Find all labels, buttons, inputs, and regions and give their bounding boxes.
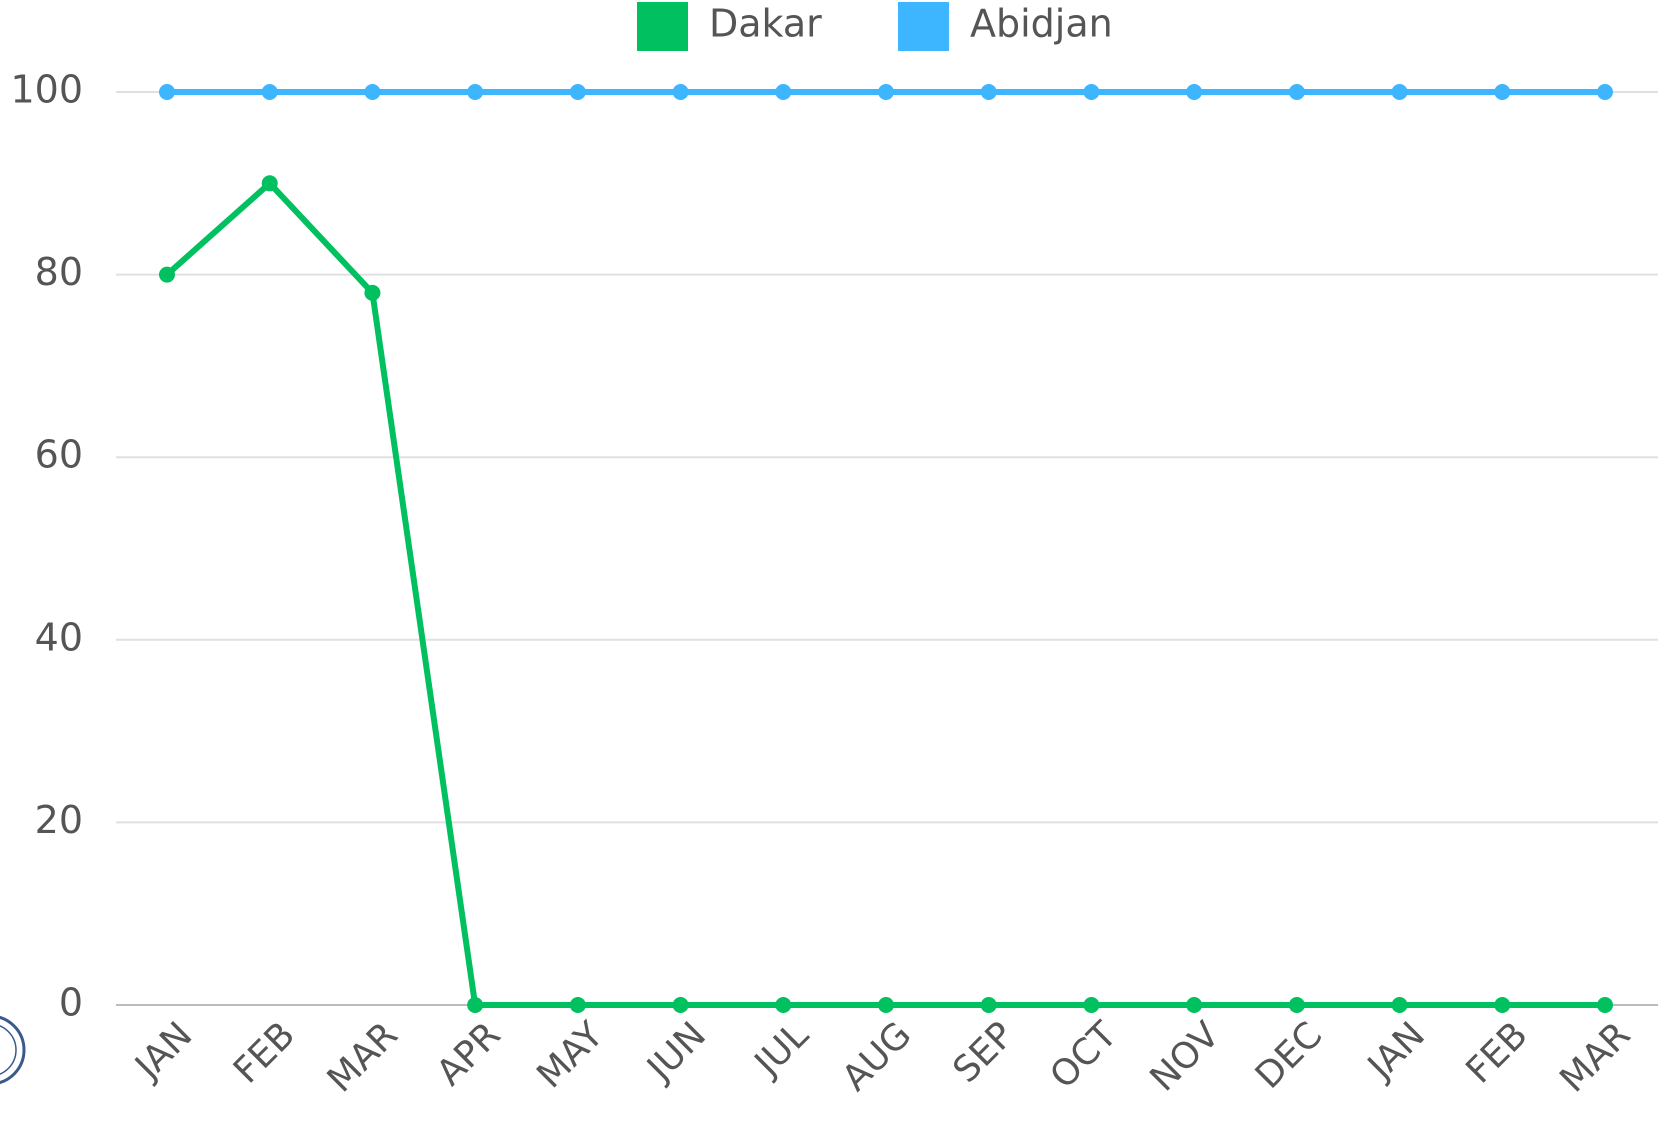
x-tick-label: JUL bbox=[746, 1014, 817, 1085]
x-tick-label: MAR bbox=[320, 1014, 406, 1100]
point bbox=[364, 84, 381, 100]
x-tick-label: SEP bbox=[946, 1014, 1023, 1091]
point bbox=[159, 84, 175, 100]
x-tick-label: MAR bbox=[1552, 1014, 1638, 1100]
x-tick-label: OCT bbox=[1043, 1014, 1126, 1097]
x-tick-label: FEB bbox=[1459, 1014, 1536, 1091]
y-tick-label: 20 bbox=[35, 798, 83, 842]
point bbox=[980, 997, 997, 1013]
point bbox=[878, 84, 894, 100]
seal-icon bbox=[0, 1015, 26, 1085]
point bbox=[569, 84, 586, 100]
point bbox=[1083, 997, 1100, 1013]
y-tick-label: 60 bbox=[35, 433, 83, 477]
legend-swatch bbox=[898, 2, 949, 51]
y-tick-label: 100 bbox=[10, 68, 83, 112]
y-tick-label: 0 bbox=[59, 981, 83, 1025]
point bbox=[467, 84, 484, 100]
point bbox=[672, 997, 689, 1013]
point bbox=[1288, 84, 1305, 100]
point bbox=[775, 997, 792, 1013]
point bbox=[672, 84, 689, 100]
point bbox=[1288, 997, 1305, 1013]
point bbox=[159, 266, 175, 283]
legend-label: Dakar bbox=[709, 2, 822, 46]
point bbox=[1391, 997, 1408, 1013]
y-tick-label: 80 bbox=[35, 250, 83, 294]
legend-label: Abidjan bbox=[970, 2, 1113, 46]
point bbox=[1494, 84, 1511, 100]
x-tick-label: JUN bbox=[638, 1014, 714, 1090]
point bbox=[364, 284, 381, 301]
y-tick-label: 40 bbox=[35, 615, 83, 659]
point bbox=[569, 997, 586, 1013]
point bbox=[1186, 84, 1203, 100]
point bbox=[467, 997, 484, 1013]
x-tick-label: AUG bbox=[835, 1014, 920, 1099]
x-tick-label: APR bbox=[429, 1014, 508, 1093]
x-tick-label: NOV bbox=[1143, 1014, 1228, 1099]
point bbox=[980, 84, 997, 100]
point bbox=[1494, 997, 1511, 1013]
x-tick-label: DEC bbox=[1248, 1014, 1330, 1096]
point bbox=[775, 84, 792, 100]
point bbox=[261, 84, 278, 100]
point bbox=[1597, 84, 1613, 100]
line bbox=[165, 180, 1605, 1008]
point bbox=[1083, 84, 1100, 100]
point bbox=[261, 175, 278, 192]
point bbox=[1391, 84, 1408, 100]
x-tick-label: MAY bbox=[529, 1014, 612, 1097]
x-tick-label: JAN bbox=[1359, 1014, 1433, 1088]
point bbox=[878, 997, 894, 1013]
point bbox=[1597, 997, 1613, 1013]
point bbox=[1186, 997, 1203, 1013]
x-tick-label: FEB bbox=[226, 1014, 303, 1091]
x-tick-label: JAN bbox=[127, 1014, 201, 1088]
legend-swatch bbox=[637, 2, 688, 51]
